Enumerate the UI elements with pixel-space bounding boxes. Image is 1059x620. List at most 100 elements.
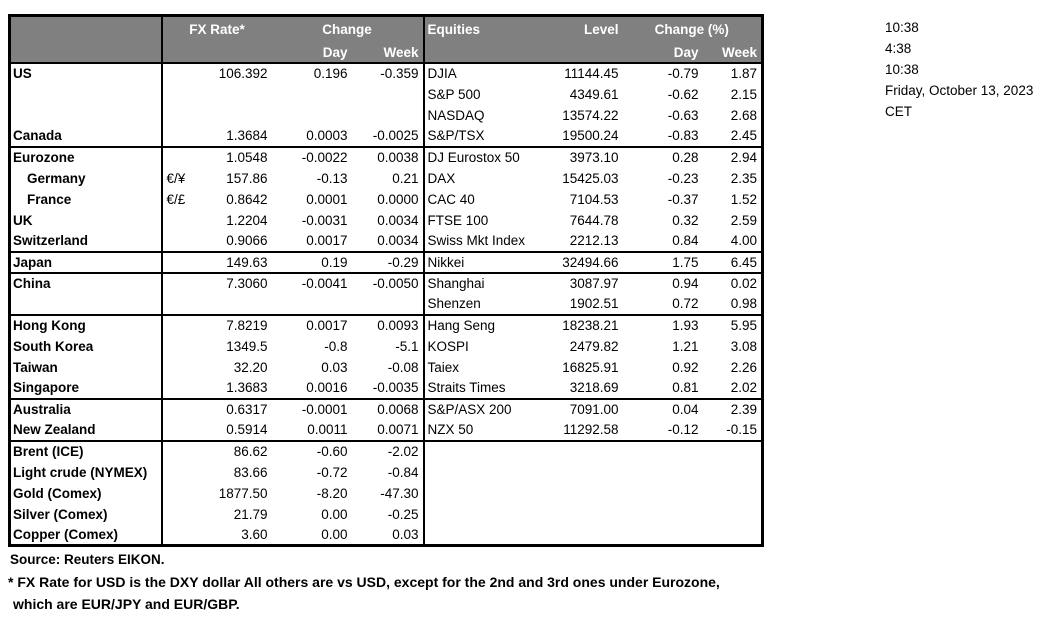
- equity-week-change-cell: 2.94: [702, 145, 763, 168]
- equity-level-cell: 2212.13: [569, 233, 619, 248]
- timestamp-secondary: 4:38: [885, 41, 912, 56]
- equity-week-change-cell: 2.35: [730, 170, 757, 186]
- country-cell: Germany: [27, 170, 86, 186]
- equity-name-cell: Nikkei: [423, 250, 541, 273]
- table-row: China 7.3060 -0.0041 -0.0050 Shanghai 3087.97…: [9, 271, 763, 294]
- currency-pair-cell: [162, 63, 196, 84]
- timestamp-block: 10:38 4:38 10:38 Friday, October 13, 202…: [885, 17, 1033, 122]
- equity-week-change-cell: [703, 504, 763, 525]
- equity-level-cell: 2479.82: [569, 338, 619, 354]
- equity-name-cell: FTSE 100: [427, 212, 489, 228]
- empty-header-cell: [423, 42, 541, 64]
- country-cell: Eurozone: [9, 145, 162, 168]
- equity-name-cell: [424, 525, 541, 546]
- equity-week-change-cell: [703, 462, 763, 483]
- equity-week-change-cell: [703, 525, 763, 546]
- fx-day-change-cell: -0.60: [271, 439, 352, 462]
- fx-rate-cell: 86.62: [195, 439, 272, 462]
- equity-day-change-cell: 1.21: [672, 338, 699, 354]
- equity-day-change-cell: -0.12: [667, 422, 699, 437]
- country-cell: Brent (ICE): [9, 439, 162, 462]
- equity-week-change-cell: 1.87: [730, 66, 757, 81]
- fx-week-change-cell: -0.29: [351, 250, 424, 273]
- equity-level-cell: 4349.61: [569, 86, 619, 102]
- fx-day-change-cell: 0.00: [321, 526, 348, 542]
- country-cell: China: [9, 271, 162, 294]
- currency-pair-cell: €/¥: [166, 170, 186, 186]
- equity-name-cell: S&P 500: [427, 86, 481, 102]
- fx-rate-cell: [196, 84, 272, 105]
- table-row: Germany €/¥ 157.86 -0.13 0.21 DAX 15425.03 -0.2…: [10, 168, 763, 189]
- equity-name-cell: KOSPI: [427, 338, 469, 354]
- fx-rate-cell: 21.79: [233, 506, 268, 522]
- fx-week-change-cell: [352, 294, 424, 315]
- eq-week-header: Week: [702, 42, 763, 64]
- equity-day-change-cell: 0.32: [672, 212, 699, 228]
- equity-week-change-cell: 2.45: [730, 128, 757, 143]
- date-line: Friday, October 13, 2023: [885, 83, 1034, 98]
- equity-week-change-cell: -0.15: [726, 422, 757, 437]
- fx-rate-cell: 149.63: [195, 250, 272, 273]
- fx-rate-cell: 1349.5: [226, 338, 268, 354]
- empty-header-cell: [540, 42, 623, 64]
- equity-day-change-cell: -0.62: [667, 86, 699, 102]
- fx-rate-cell: 0.8642: [226, 191, 268, 207]
- equity-level-cell: 32494.66: [540, 250, 623, 273]
- fx-day-change-cell: 0.00: [321, 506, 348, 522]
- fx-rate-cell: 1.3684: [226, 128, 268, 143]
- timestamp-local: 10:38: [885, 20, 919, 35]
- equity-week-change-cell: 5.95: [702, 313, 763, 336]
- table-row: Taiwan 32.20 0.03 -0.08 Taiex 16825.91 0.92 2.2…: [10, 357, 763, 378]
- fx-rate-cell: 1.2204: [226, 212, 268, 228]
- fx-week-change-cell: 0.0034: [377, 212, 419, 228]
- fx-week-change-cell: -0.0025: [372, 128, 419, 143]
- fx-week-change-cell: -0.0050: [351, 271, 424, 294]
- fx-rate-cell: 83.66: [233, 464, 268, 480]
- fx-day-change-cell: -0.0041: [271, 271, 352, 294]
- equity-week-change-cell: 2.59: [730, 212, 757, 228]
- fx-week-change-cell: -47.30: [380, 485, 419, 501]
- country-cell: UK: [13, 212, 33, 228]
- fx-day-change-cell: 0.196: [313, 66, 348, 81]
- fx-day-change-cell: -0.13: [316, 170, 348, 186]
- equity-week-change-cell: 2.26: [730, 359, 757, 375]
- equity-day-change-cell: [623, 504, 703, 525]
- source-note: Source: Reuters EIKON.: [10, 552, 165, 567]
- equity-name-cell: Straits Times: [427, 380, 506, 395]
- header-row-1: FX Rate* Change Equities Level Change (%…: [9, 15, 763, 43]
- fx-day-change-cell: -0.0022: [271, 145, 352, 168]
- currency-pair-cell: [162, 294, 196, 315]
- equity-level-cell: 7091.00: [540, 397, 623, 420]
- equity-week-change-cell: 2.15: [730, 86, 757, 102]
- equity-name-cell: Hang Seng: [423, 313, 541, 336]
- fx-day-change-cell: 0.03: [321, 359, 348, 375]
- equities-header: Equities: [423, 15, 541, 43]
- country-cell: [10, 84, 162, 105]
- currency-pair-cell: [161, 439, 196, 462]
- equity-day-change-cell: 0.04: [622, 397, 703, 420]
- equity-name-cell: [424, 483, 541, 504]
- equity-name-cell: Shanghai: [423, 271, 541, 294]
- currency-pair-cell: [162, 105, 196, 126]
- country-cell: Copper (Comex): [13, 526, 119, 542]
- currency-pair-cell: €/£: [166, 191, 186, 207]
- currency-pair-cell: [162, 483, 196, 504]
- country-cell: [10, 105, 162, 126]
- table-row: New Zealand 0.5914 0.0011 0.0071 NZX 50 11292…: [10, 420, 763, 441]
- equity-level-cell: 11144.45: [564, 66, 619, 81]
- currency-pair-cell: [162, 504, 196, 525]
- table-body: US 106.392 0.196 -0.359 DJIA 11144.45 -0.79 1.8…: [9, 63, 763, 546]
- equity-level-cell: 3218.69: [569, 380, 619, 395]
- eq-change-pct-header: Change (%): [622, 15, 763, 43]
- equity-day-change-cell: 0.84: [672, 233, 699, 248]
- currency-pair-cell: [162, 126, 196, 147]
- equity-day-change-cell: [622, 439, 703, 462]
- fx-week-change-cell: 0.0034: [377, 233, 419, 248]
- equity-name-cell: S&P/TSX: [427, 128, 485, 143]
- equity-name-cell: DAX: [427, 170, 456, 186]
- equity-name-cell: DJIA: [427, 66, 457, 81]
- table-row: South Korea 1349.5 -0.8 -5.1 KOSPI 2479.82 1.2…: [10, 336, 763, 357]
- equity-week-change-cell: 0.98: [730, 296, 757, 311]
- fx-day-change-cell: -8.20: [316, 485, 348, 501]
